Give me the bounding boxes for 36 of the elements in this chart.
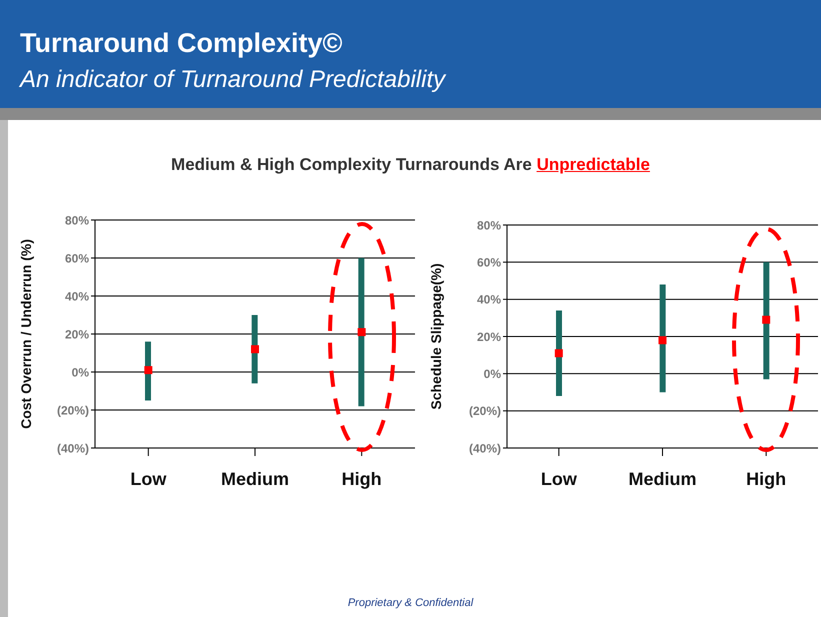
y-tick-label: 20% xyxy=(64,327,90,342)
y-tick-label: (40%) xyxy=(56,441,89,456)
y-tick-label: 80% xyxy=(476,218,502,232)
x-tick-label: Medium xyxy=(220,468,290,489)
y-tick-label: 0% xyxy=(484,366,502,381)
bar xyxy=(556,310,562,396)
y-tick-label: 60% xyxy=(476,255,502,270)
x-tick-label: High xyxy=(746,468,786,489)
y-tick-label: 60% xyxy=(64,251,90,266)
point xyxy=(762,316,770,324)
chart-title: Turnaround Complexity© xyxy=(20,28,342,59)
y-tick-label: 20% xyxy=(476,330,502,344)
y-axis-title: Schedule Slippage(%) xyxy=(428,263,444,410)
chart-subtitle: An indicator of Turnaround Predictability xyxy=(20,66,446,94)
point xyxy=(251,345,259,354)
point xyxy=(144,366,152,374)
x-tick-label: High xyxy=(342,468,382,489)
bar xyxy=(358,258,364,406)
point xyxy=(554,349,563,358)
y-tick-label: 80% xyxy=(64,213,90,228)
text: Medium & High Complexity Turnarounds Are Unpredictable xyxy=(170,155,651,175)
text: Proprietary & Confidential xyxy=(346,597,474,609)
x-tick-label: Medium xyxy=(628,468,697,489)
bar xyxy=(763,262,770,380)
y-axis-title: Cost Overrun / Underrun (%) xyxy=(18,239,34,429)
point xyxy=(658,336,666,344)
bar xyxy=(660,284,666,392)
point xyxy=(358,328,366,336)
y-tick-label: 40% xyxy=(64,289,90,304)
x-tick-label: Low xyxy=(130,468,168,489)
y-tick-label: (20%) xyxy=(468,404,501,418)
y-tick-label: (20%) xyxy=(56,403,89,418)
y-tick-label: (40%) xyxy=(468,441,501,456)
y-tick-label: 0% xyxy=(72,365,90,380)
y-tick-label: 40% xyxy=(476,292,502,307)
x-tick-label: Low xyxy=(540,468,578,489)
